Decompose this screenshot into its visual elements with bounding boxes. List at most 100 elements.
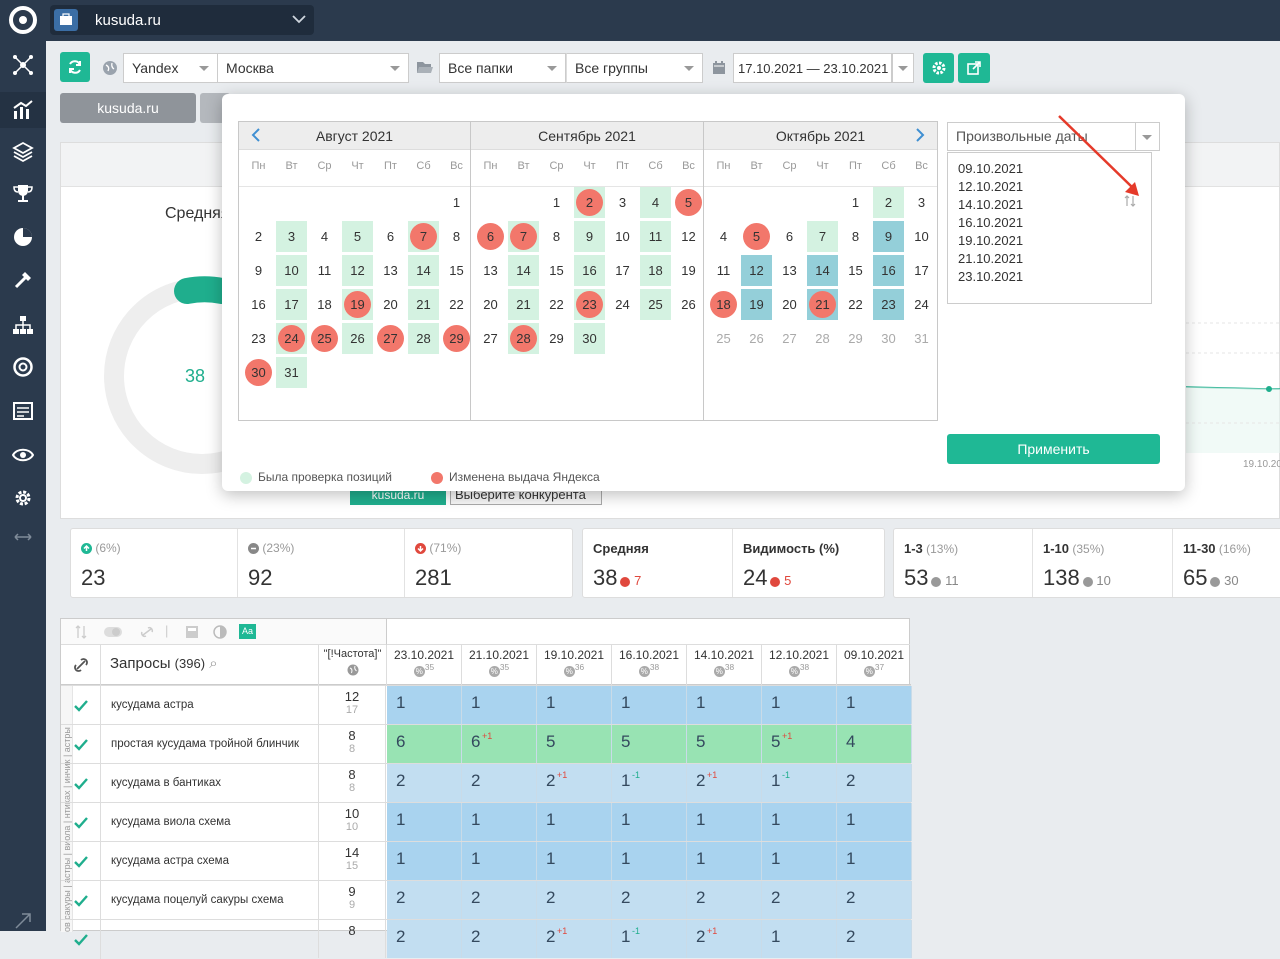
position-value[interactable]: 1 (621, 849, 631, 868)
position-cell[interactable]: 2 (387, 920, 462, 958)
table-row[interactable]: кусудама в бантиках 8 8 2 2 2 +1 1 -1 2 +1 1 -1 2 (61, 763, 912, 803)
calendar-day[interactable]: 23 (574, 289, 605, 320)
expand-icon[interactable] (8, 522, 38, 552)
calendar-day[interactable]: 7 (508, 221, 539, 252)
position-value[interactable]: 1 (546, 810, 556, 829)
calendar-day[interactable]: 9 (574, 221, 605, 252)
stat-average[interactable]: Средняя 38 7 (583, 529, 733, 597)
calendar-day[interactable]: 27 (774, 323, 805, 354)
position-value[interactable]: 2 (396, 771, 406, 790)
calendar-day[interactable]: 5 (342, 221, 373, 252)
position-value[interactable]: 2 (846, 927, 856, 946)
sort-icon[interactable] (1124, 195, 1136, 207)
mode-select[interactable]: Произвольные даты (947, 122, 1160, 151)
project-selector[interactable]: kusuda.ru (50, 5, 314, 35)
calendar-day[interactable]: 2 (243, 221, 274, 252)
calendar-day[interactable]: 3 (906, 187, 937, 218)
link-icon[interactable] (73, 657, 89, 673)
position-cell[interactable]: 1 (387, 803, 462, 841)
position-cell[interactable]: 1 (762, 686, 837, 724)
position-value[interactable]: 2 (396, 888, 406, 907)
position-value[interactable]: 2 (846, 888, 856, 907)
position-value[interactable]: 1 (396, 693, 406, 712)
calendar-day[interactable]: 8 (541, 221, 572, 252)
position-value[interactable]: 5 (696, 732, 706, 751)
calendar-day[interactable]: 21 (408, 289, 439, 320)
position-cell[interactable]: 4 (837, 725, 912, 763)
calendar-day[interactable]: 25 (309, 323, 340, 354)
position-value[interactable]: 2 (471, 927, 481, 946)
export-button[interactable] (958, 53, 990, 83)
position-value[interactable]: 5 (621, 732, 631, 751)
calendar-day[interactable]: 10 (607, 221, 638, 252)
position-cell[interactable]: 1 (612, 803, 687, 841)
calendar-day[interactable]: 27 (375, 323, 406, 354)
position-cell[interactable]: 2 (837, 881, 912, 919)
calendar-day[interactable]: 6 (375, 221, 406, 252)
apply-button[interactable]: Применить (947, 434, 1160, 464)
calendar-day[interactable]: 31 (906, 323, 937, 354)
position-cell[interactable]: 2 (387, 881, 462, 919)
calendar-day[interactable]: 13 (774, 255, 805, 286)
calendar-day[interactable]: 13 (475, 255, 506, 286)
position-cell[interactable]: 2 +1 (687, 920, 762, 958)
position-cell[interactable]: 2 (687, 881, 762, 919)
position-cell[interactable]: 2 (387, 764, 462, 802)
position-cell[interactable]: 1 (837, 842, 912, 880)
position-cell[interactable]: 1 (462, 842, 537, 880)
table-row[interactable]: 8 2 2 2 +1 1 -1 2 +1 1 2 (61, 919, 912, 959)
date-column-header[interactable]: 14.10.2021% 38 (686, 645, 761, 685)
calendar-day[interactable]: 25 (640, 289, 671, 320)
date-range-input[interactable]: 17.10.2021 — 23.10.2021 (733, 53, 892, 83)
calendar-day[interactable]: 1 (541, 187, 572, 218)
query-text[interactable]: кусудама поцелуй сакуры схема (111, 893, 284, 906)
calendar-day[interactable]: 19 (673, 255, 704, 286)
selected-date[interactable]: 14.10.2021 (958, 197, 1024, 212)
refresh-button[interactable] (60, 52, 90, 82)
position-value[interactable]: 2 (621, 888, 631, 907)
position-value[interactable]: 1 (396, 849, 406, 868)
position-value[interactable]: 6 (471, 732, 481, 751)
position-cell[interactable]: 2 +1 (537, 764, 612, 802)
calendar-day[interactable]: 28 (408, 323, 439, 354)
calendar-day[interactable]: 2 (873, 187, 904, 218)
query-text[interactable]: простая кусудама тройной блинчик (111, 737, 300, 750)
position-cell[interactable]: 2 (537, 881, 612, 919)
calendar-day[interactable]: 17 (607, 255, 638, 286)
position-value[interactable]: 1 (771, 771, 781, 790)
position-value[interactable]: 1 (771, 927, 781, 946)
position-value[interactable]: 2 (696, 927, 706, 946)
query-text[interactable]: кусудама виола схема (111, 815, 231, 828)
position-cell[interactable]: 1 (462, 803, 537, 841)
position-value[interactable]: 1 (471, 849, 481, 868)
date-column-header[interactable]: 23.10.2021% 35 (386, 645, 461, 685)
calendar-day[interactable]: 24 (276, 323, 307, 354)
calendar-day[interactable]: 21 (807, 289, 838, 320)
search-icon[interactable]: ⌕ (209, 655, 218, 672)
calendar-day[interactable]: 22 (441, 289, 472, 320)
calendar-day[interactable]: 27 (475, 323, 506, 354)
query-text[interactable]: кусудама в бантиках (111, 776, 221, 789)
calendar-day[interactable]: 17 (906, 255, 937, 286)
folders-select[interactable]: Все папки (439, 53, 566, 83)
selected-date[interactable]: 16.10.2021 (958, 215, 1024, 230)
position-value[interactable]: 5 (546, 732, 556, 751)
calendar-day[interactable]: 2 (574, 187, 605, 218)
query-text[interactable] (111, 920, 311, 958)
calendar-day[interactable]: 30 (243, 357, 274, 388)
position-value[interactable]: 5 (771, 732, 781, 751)
position-value[interactable]: 2 (846, 771, 856, 790)
position-cell[interactable]: 1 -1 (612, 764, 687, 802)
calendar-day[interactable]: 18 (309, 289, 340, 320)
position-value[interactable]: 1 (621, 771, 631, 790)
position-cell[interactable]: 1 (612, 842, 687, 880)
calendar-day[interactable]: 1 (441, 187, 472, 218)
layers-icon[interactable] (8, 137, 38, 167)
date-settings-button[interactable] (923, 53, 954, 83)
calendar-day[interactable]: 7 (807, 221, 838, 252)
calendar-day[interactable]: 12 (741, 255, 772, 286)
position-cell[interactable]: 1 (387, 842, 462, 880)
calendar-day[interactable]: 15 (441, 255, 472, 286)
calendar-day[interactable]: 12 (673, 221, 704, 252)
calendar-day[interactable]: 30 (574, 323, 605, 354)
